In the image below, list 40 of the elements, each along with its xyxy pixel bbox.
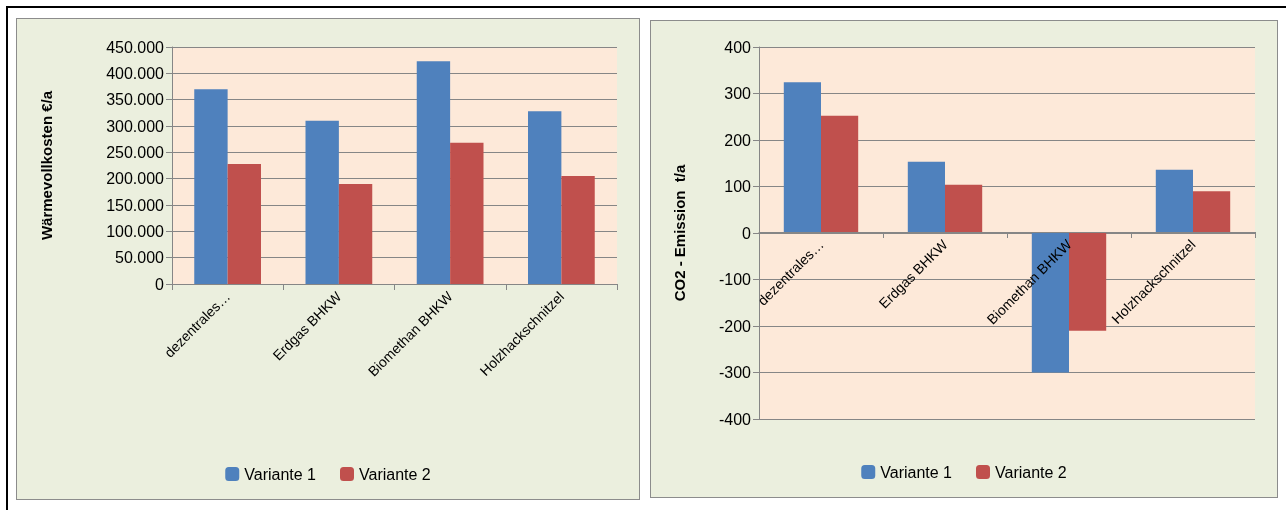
y-tick-label: 400 (724, 38, 752, 56)
y-tick-label: 350.000 (106, 91, 165, 109)
y-tick-label: 200.000 (106, 170, 165, 188)
y-tick-label: 50.000 (115, 249, 165, 267)
bar (338, 183, 373, 284)
y-tick-label: -100 (718, 271, 752, 288)
bar (783, 82, 821, 233)
y-tick-label: -400 (718, 410, 752, 428)
y-tick-label: 0 (742, 224, 752, 242)
bar (416, 61, 451, 284)
y-tick-label: -200 (718, 317, 752, 335)
y-tick-label: 450.000 (106, 38, 165, 56)
bar (1069, 233, 1107, 331)
legend-label: Variante 2 (995, 463, 1067, 481)
y-tick-label: 300 (724, 85, 752, 102)
y-axis-title: Wärmevollkosten €/a (38, 90, 55, 241)
legend-label: Variante 1 (244, 465, 317, 483)
bar (1193, 191, 1231, 233)
bar (305, 120, 339, 284)
bar (528, 111, 562, 284)
y-tick-label: 200 (724, 131, 752, 149)
bar (821, 115, 859, 233)
y-tick-label: 100 (724, 178, 752, 195)
y-tick-label: 150.000 (106, 196, 165, 214)
bar (1155, 169, 1193, 233)
bar (945, 184, 983, 233)
legend-label: Variante 2 (359, 465, 431, 483)
y-axis-title: CO2 - Emission t/a (671, 163, 688, 302)
bar (907, 161, 945, 233)
y-tick-label: 250.000 (106, 143, 165, 161)
legend-label: Variante 1 (880, 463, 953, 481)
bar (227, 163, 261, 284)
y-tick-label: 100.000 (106, 222, 165, 240)
bar (450, 142, 484, 284)
y-tick-label: 300.000 (106, 117, 165, 135)
y-tick-label: 400.000 (106, 64, 165, 82)
y-tick-label: 0 (155, 275, 165, 293)
bar (194, 89, 228, 284)
bar (561, 176, 595, 284)
y-tick-label: -300 (718, 364, 752, 381)
